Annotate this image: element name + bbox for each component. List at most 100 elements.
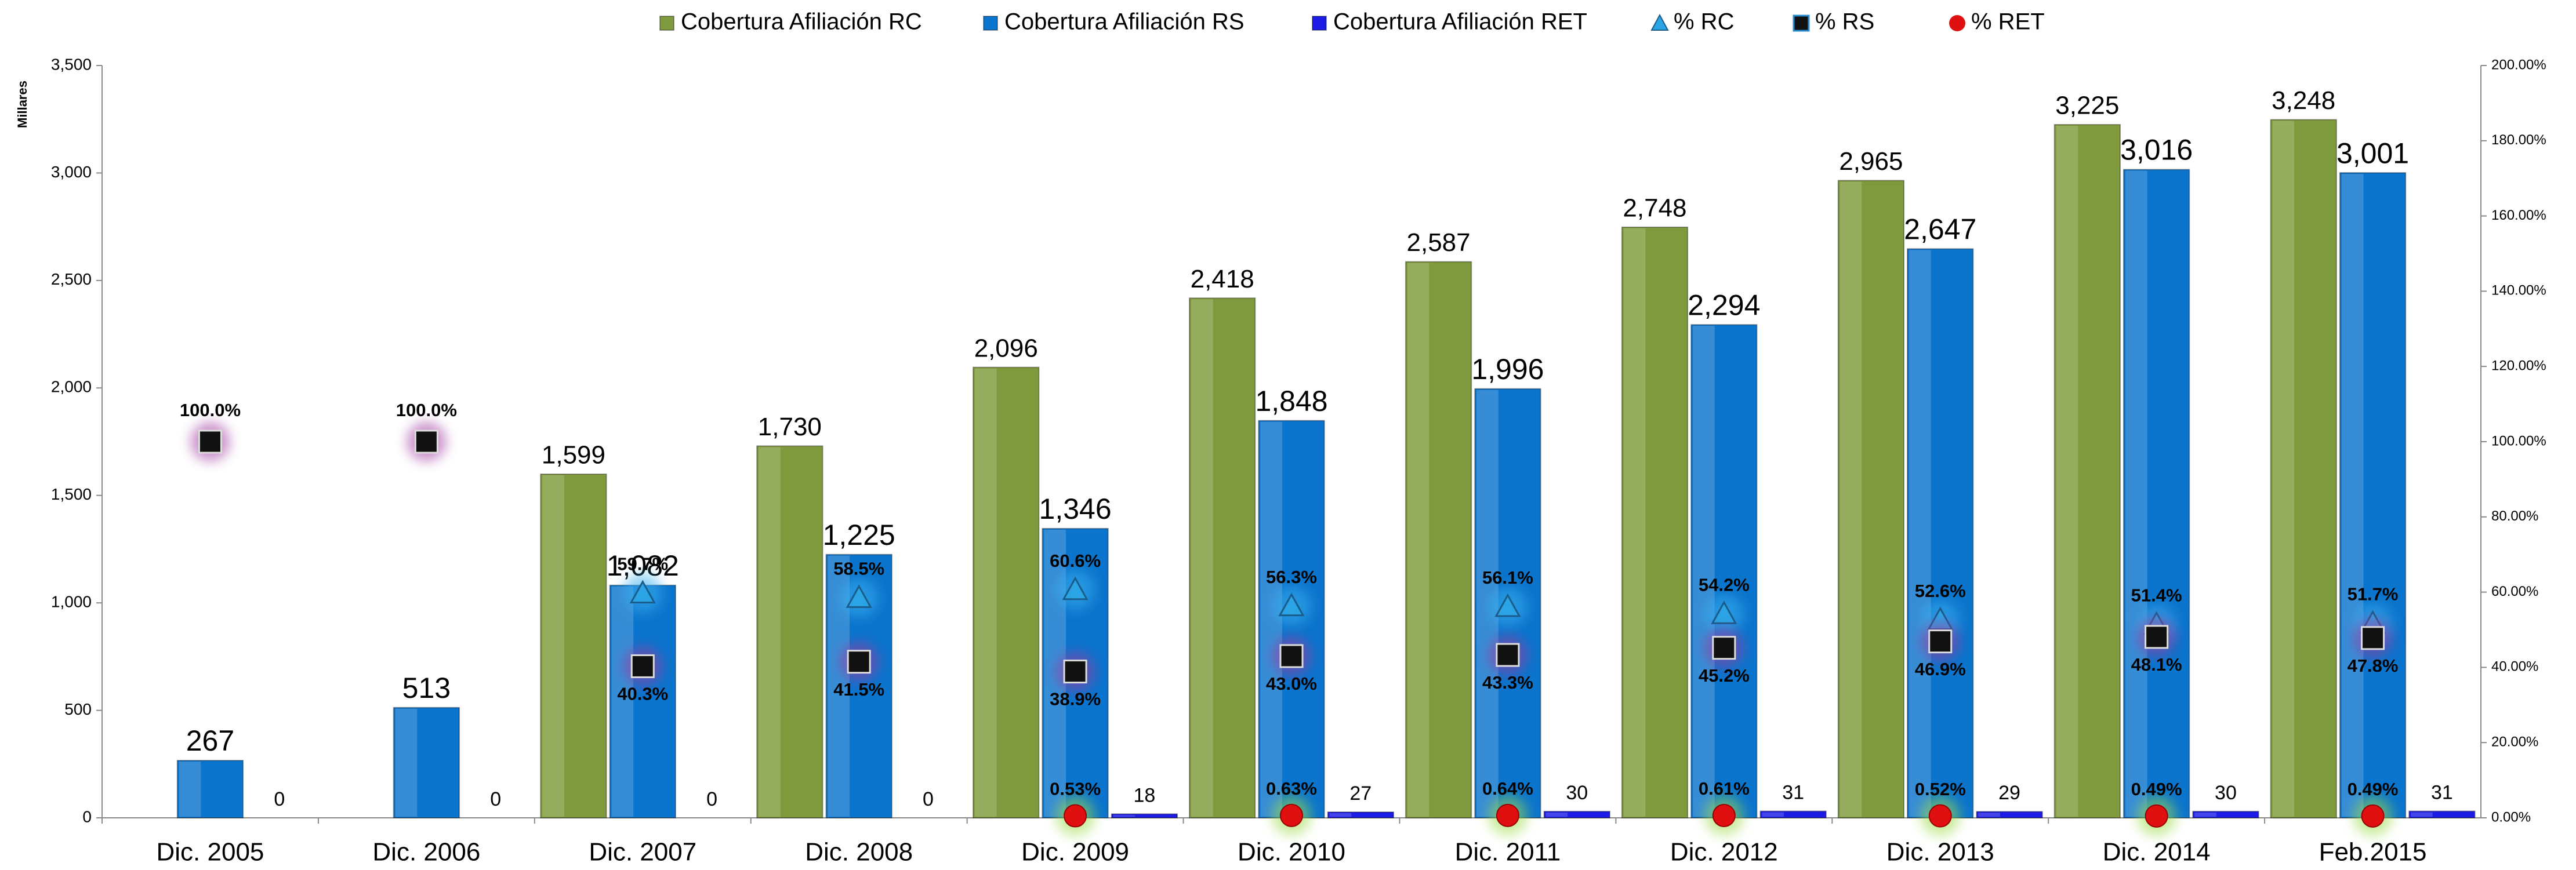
bar-value-label: 27 — [1349, 782, 1372, 805]
bar — [2408, 810, 2476, 818]
y-tick-label: 500 — [64, 700, 92, 718]
marker — [2361, 804, 2385, 828]
y2-tick-label: 0.00% — [2491, 809, 2531, 825]
bar-shine — [1762, 812, 1784, 817]
marker — [2145, 804, 2168, 828]
bar — [1837, 180, 1905, 818]
y2-tick-label: 140.00% — [2491, 283, 2546, 299]
marker — [1928, 804, 1952, 828]
marker-value-label: 100.0% — [396, 400, 457, 420]
marker — [1279, 644, 1304, 668]
bar — [1621, 226, 1689, 818]
marker — [847, 650, 871, 674]
y-tick-label: 2,000 — [51, 378, 92, 396]
y2-tick-label: 180.00% — [2491, 132, 2546, 148]
x-tick-label: Dic. 2011 — [1455, 838, 1561, 867]
marker-value-label: 0.49% — [2348, 779, 2399, 799]
bar-shine — [1407, 263, 1430, 817]
x-tick-label: Dic. 2010 — [1238, 838, 1345, 867]
bar-value-label: 3,001 — [2336, 137, 2409, 169]
y2-tick-label: 40.00% — [2491, 659, 2538, 675]
bar-value-label: 0 — [274, 788, 285, 810]
marker-value-label: 40.3% — [617, 684, 668, 704]
bar-value-label: 2,647 — [1904, 213, 1976, 246]
marker — [1928, 629, 1953, 654]
y2-tick-label: 20.00% — [2491, 734, 2538, 750]
marker — [1711, 600, 1737, 624]
bar-shine — [2056, 125, 2078, 817]
bar-value-label: 30 — [2215, 782, 2237, 804]
marker-value-label: 43.3% — [1482, 672, 1533, 693]
bar-value-label: 0 — [490, 788, 501, 810]
bar — [1543, 810, 1610, 818]
marker-value-label: 0.64% — [1482, 778, 1533, 799]
bar-value-label: 2,587 — [1407, 228, 1471, 257]
marker — [1062, 576, 1089, 600]
marker — [1712, 804, 1736, 828]
bar-shine — [1693, 326, 1715, 817]
marker — [2145, 625, 2169, 649]
bar — [2053, 123, 2121, 818]
marker — [1064, 804, 1087, 828]
bar-shine — [1329, 813, 1352, 817]
marker — [846, 584, 872, 608]
bar-shine — [2194, 812, 2216, 817]
marker-value-label: 52.6% — [1915, 581, 1966, 601]
legend-label: Cobertura Afiliación RET — [1333, 9, 1587, 35]
bar-shine — [542, 475, 564, 817]
bar — [540, 473, 607, 818]
bar-value-label: 2,294 — [1688, 289, 1760, 321]
bar-shine — [1113, 815, 1135, 817]
bar-shine — [1191, 299, 1213, 817]
x-tick-label: Dic. 2005 — [157, 838, 264, 867]
y2-tick-label: 100.00% — [2491, 433, 2546, 449]
y2-tick-label: 200.00% — [2491, 57, 2546, 72]
marker-value-label: 56.1% — [1482, 567, 1533, 588]
marker — [1496, 643, 1520, 667]
y-axis-label: Millares — [15, 81, 30, 128]
legend-label: Cobertura Afiliación RS — [1004, 9, 1245, 35]
bar — [2270, 119, 2337, 818]
bar-shine — [1623, 228, 1646, 817]
y2-tick-label: 80.00% — [2491, 508, 2538, 524]
y-tick-label: 1,000 — [51, 593, 92, 611]
legend-label: % RC — [1674, 9, 1734, 35]
bar-value-label: 1,599 — [542, 441, 605, 469]
legend-swatch — [659, 16, 674, 31]
legend-label: % RET — [1971, 9, 2045, 35]
x-tick-label: Dic. 2008 — [805, 838, 913, 867]
bar — [1907, 248, 1974, 819]
marker-value-label: 0.53% — [1050, 779, 1101, 799]
bar — [1189, 297, 1256, 818]
bar-value-label: 513 — [402, 672, 451, 704]
bar-shine — [395, 708, 418, 817]
marker-value-label: 0.61% — [1699, 778, 1750, 799]
y-tick-label: 1,500 — [51, 485, 92, 503]
bar-value-label: 267 — [186, 725, 234, 757]
marker-value-label: 58.5% — [833, 559, 884, 579]
x-tick-label: Feb.2015 — [2319, 838, 2427, 867]
marker-value-label: 48.1% — [2131, 654, 2182, 675]
x-tick-label: Dic. 2013 — [1886, 838, 1994, 867]
marker-value-label: 59.7% — [617, 554, 668, 574]
bar — [1759, 810, 1827, 818]
marker-value-label: 51.4% — [2131, 585, 2182, 606]
bar-shine — [1840, 181, 1862, 817]
marker — [1278, 592, 1305, 617]
bar — [609, 584, 676, 818]
marker — [1496, 803, 1519, 827]
bar — [393, 707, 460, 818]
bar — [2192, 810, 2259, 818]
y2-tick-label: 160.00% — [2491, 208, 2546, 223]
x-tick-label: Dic. 2012 — [1670, 838, 1778, 867]
marker — [414, 429, 438, 454]
marker-value-label: 0.49% — [2131, 779, 2182, 799]
marker-value-label: 43.0% — [1266, 674, 1317, 694]
bar-shine — [759, 447, 781, 817]
marker-value-label: 100.0% — [180, 400, 241, 420]
marker — [629, 580, 656, 604]
bar-value-label: 31 — [2431, 781, 2453, 803]
bar — [1976, 811, 2043, 818]
bar — [176, 759, 244, 819]
bar-value-label: 0 — [923, 788, 934, 810]
